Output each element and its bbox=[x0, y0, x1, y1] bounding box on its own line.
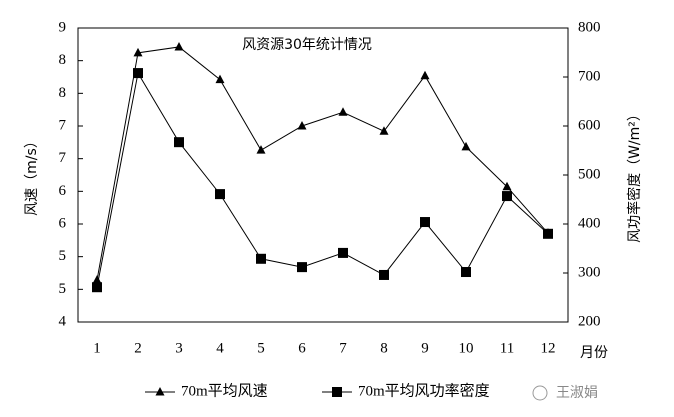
point bbox=[215, 74, 225, 84]
x-tick-label: 9 bbox=[421, 340, 429, 356]
x-tick-label: 3 bbox=[175, 340, 183, 356]
y-tick-label: 6 bbox=[59, 183, 67, 199]
x-tick-label: 11 bbox=[500, 340, 514, 356]
x-tick-label: 2 bbox=[134, 340, 142, 356]
legend-marker bbox=[155, 387, 165, 396]
point bbox=[92, 282, 102, 293]
x-tick-label: 1 bbox=[93, 340, 101, 356]
point bbox=[215, 189, 225, 200]
point bbox=[133, 47, 143, 57]
x-axis-title: 月份 bbox=[580, 345, 608, 361]
x-tick-label: 8 bbox=[380, 340, 388, 356]
point bbox=[379, 269, 389, 280]
point bbox=[461, 141, 471, 151]
x-tick-label: 7 bbox=[339, 340, 347, 356]
x-tick-label: 4 bbox=[216, 340, 224, 356]
y2-tick-label: 200 bbox=[578, 313, 601, 329]
watermark: 王淑娟 bbox=[556, 385, 598, 401]
y-tick-label: 7 bbox=[59, 117, 67, 133]
y2-tick-label: 800 bbox=[578, 19, 601, 35]
point bbox=[174, 137, 184, 148]
y2-tick-label: 700 bbox=[578, 68, 601, 84]
x-tick-label: 5 bbox=[257, 340, 265, 356]
point bbox=[256, 145, 266, 154]
y-axis-title: 风速（m/s） bbox=[24, 134, 40, 216]
point bbox=[461, 267, 471, 278]
y2-tick-label: 600 bbox=[578, 117, 601, 133]
y2-axis-title: 风功率密度（W/m²） bbox=[626, 107, 643, 243]
point bbox=[379, 126, 389, 135]
point bbox=[297, 121, 307, 130]
legend-marker bbox=[332, 387, 342, 397]
y-tick-label: 9 bbox=[59, 19, 67, 35]
series-line bbox=[96, 71, 549, 288]
y-tick-label: 4 bbox=[59, 313, 67, 329]
point bbox=[174, 41, 184, 51]
legend-label: 70m平均风功率密度 bbox=[358, 382, 490, 399]
watermark-icon bbox=[532, 385, 548, 401]
y-tick-label: 8 bbox=[59, 52, 67, 68]
point bbox=[420, 217, 430, 228]
point bbox=[297, 262, 307, 273]
x-tick-label: 6 bbox=[298, 340, 306, 356]
y2-tick-label: 400 bbox=[578, 215, 601, 231]
legend-label: 70m平均风速 bbox=[181, 382, 268, 399]
point bbox=[543, 228, 553, 239]
y-tick-label: 5 bbox=[59, 248, 67, 264]
y2-tick-label: 500 bbox=[578, 166, 601, 182]
y2-tick-label: 300 bbox=[578, 264, 601, 280]
y-tick-label: 8 bbox=[59, 85, 67, 101]
point bbox=[338, 247, 348, 258]
point bbox=[502, 181, 512, 191]
point bbox=[133, 68, 143, 79]
x-tick-label: 10 bbox=[459, 340, 474, 356]
x-tick-label: 12 bbox=[541, 340, 556, 356]
point bbox=[502, 191, 512, 202]
y-tick-label: 7 bbox=[59, 150, 67, 166]
point bbox=[420, 70, 430, 80]
series-line bbox=[96, 46, 549, 281]
point bbox=[338, 107, 348, 116]
y-tick-label: 5 bbox=[59, 281, 67, 297]
point bbox=[256, 253, 266, 264]
point bbox=[92, 275, 102, 284]
y-tick-label: 6 bbox=[59, 215, 67, 231]
chart-title: 风资源30年统计情况 bbox=[242, 37, 372, 53]
